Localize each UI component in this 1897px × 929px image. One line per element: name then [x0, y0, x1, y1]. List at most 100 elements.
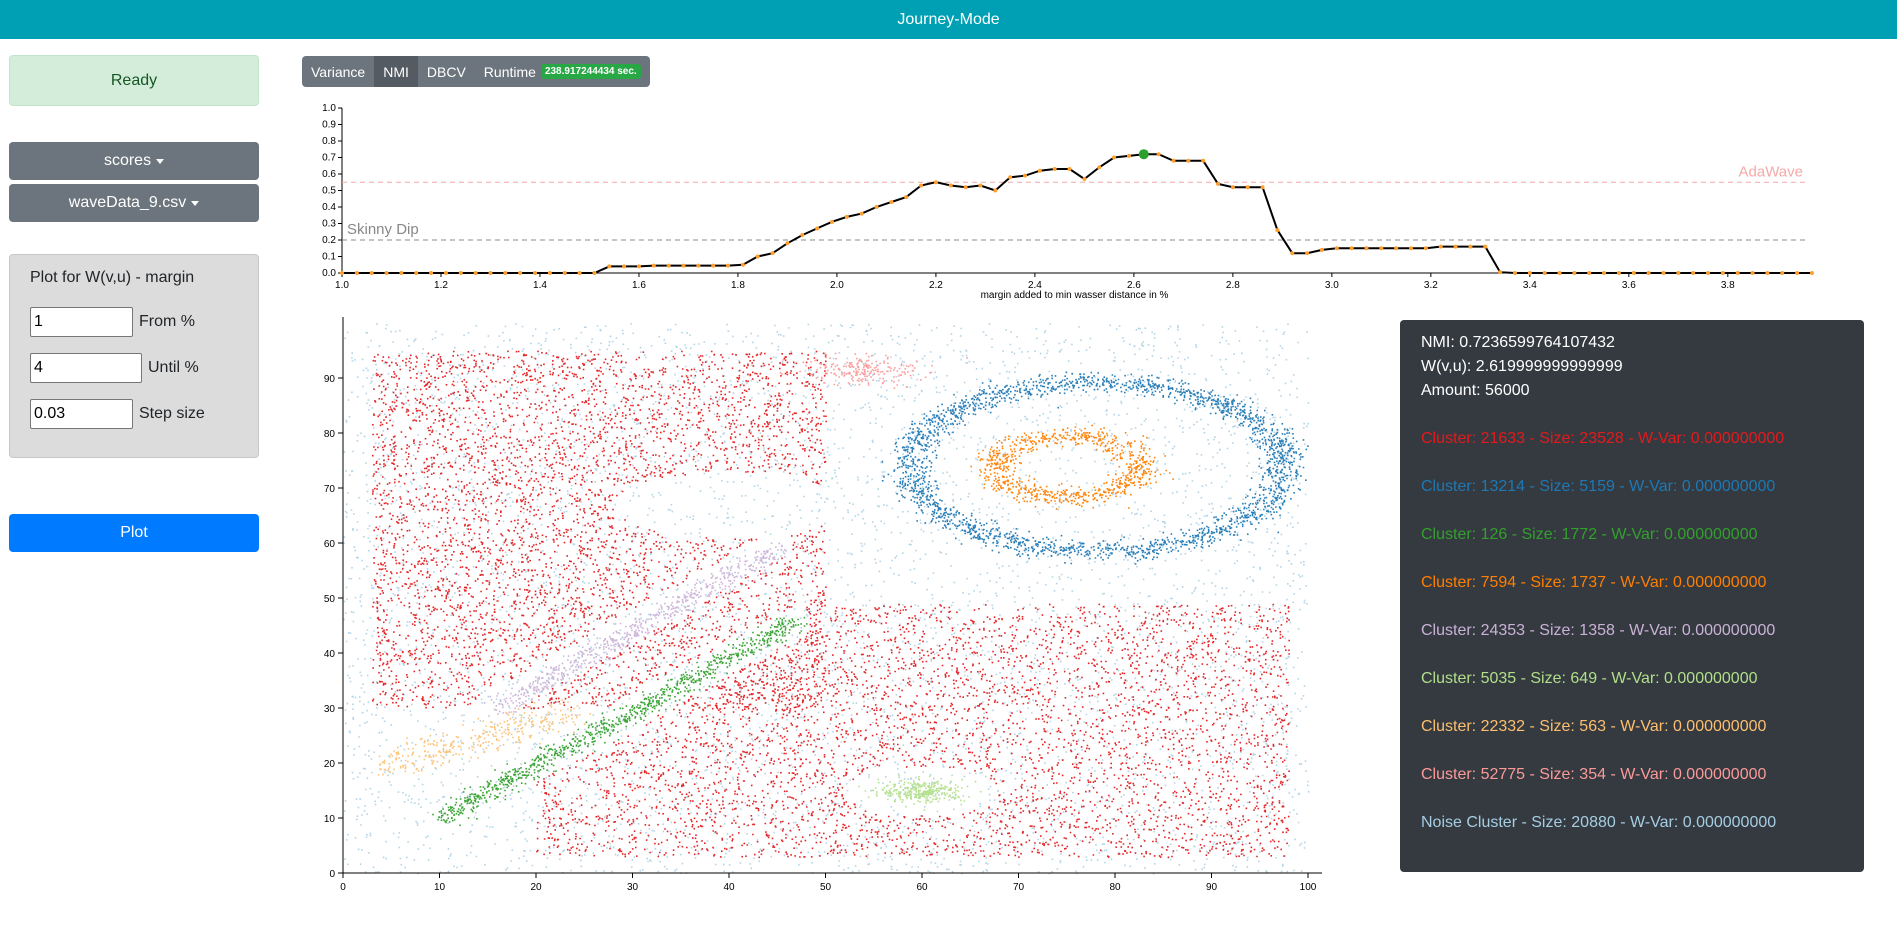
nmi-data-point: [800, 233, 805, 238]
tab-variance[interactable]: Variance: [302, 56, 374, 87]
tab-dbcv-label: DBCV: [426, 63, 466, 80]
x-tick-label: 50: [820, 882, 832, 893]
nmi-data-point: [963, 185, 968, 190]
scatter-points-cluster-7594: [970, 424, 1174, 510]
nmi-data-point: [1691, 271, 1696, 275]
metric-dropdown-label: scores: [103, 152, 152, 169]
x-tick-label: 2.0: [830, 280, 844, 291]
nmi-data-point: [1290, 251, 1295, 256]
dataset-dropdown-label: waveData_9.csv: [68, 194, 187, 211]
x-tick-label: 20: [530, 882, 542, 893]
nmi-data-point: [1795, 271, 1800, 275]
nmi-data-point: [1216, 181, 1221, 186]
nmi-data-point: [1305, 251, 1310, 256]
nmi-data-point: [770, 251, 775, 256]
cluster-info-line: Cluster: 24353 - Size: 1358 - W-Var: 0.0…: [1421, 622, 1776, 639]
y-tick-label: 0.5: [322, 186, 336, 197]
x-axis-label: margin added to min wasser distance in %: [981, 290, 1169, 301]
nmi-data-point: [369, 271, 374, 275]
nmi-data-point: [1201, 158, 1206, 163]
nmi-data-point: [622, 264, 627, 269]
dataset-dropdown[interactable]: waveData_9.csv: [9, 184, 259, 222]
status-text: Ready: [110, 71, 158, 89]
nmi-data-point: [1156, 152, 1161, 157]
y-tick-label: 0.3: [322, 219, 336, 230]
nmi-data-point: [354, 271, 359, 275]
x-tick-label: 3.6: [1622, 280, 1636, 291]
nmi-series-line: [342, 153, 1812, 274]
y-tick-label: 0.2: [322, 235, 336, 246]
nmi-data-point: [933, 180, 938, 185]
reference-line-label: Skinny Dip: [347, 221, 419, 238]
x-tick-label: 1.0: [335, 280, 349, 291]
runtime-badge: 238.917244434 sec.: [540, 64, 641, 79]
y-tick-label: 40: [324, 649, 336, 660]
x-tick-label: 3.2: [1424, 280, 1438, 291]
nmi-data-point: [1319, 247, 1324, 252]
y-tick-label: 0.0: [322, 268, 336, 279]
nmi-data-point: [1230, 185, 1235, 190]
nmi-data-point: [829, 219, 834, 224]
nmi-data-point: [904, 195, 909, 200]
nmi-data-point: [1409, 246, 1414, 251]
step-input[interactable]: [30, 399, 133, 429]
nmi-data-point: [948, 183, 953, 188]
caret-down-icon: [191, 200, 200, 206]
nmi-data-point: [1809, 271, 1814, 275]
x-tick-label: 70: [1013, 882, 1025, 893]
status-alert: Ready: [9, 55, 259, 106]
cluster-scatter-plot: 0 10 20 30 40 50 60 70 80 90 0 10 20 30 40 50 60 70 80 90 10…: [324, 317, 1322, 893]
nmi-data-point: [1438, 244, 1443, 249]
from-input[interactable]: [30, 307, 133, 337]
scatter-points-cluster-21633: [372, 350, 1290, 859]
tab-nmi-label: NMI: [383, 63, 409, 80]
nmi-data-point: [1602, 271, 1607, 275]
tab-runtime[interactable]: Runtime 238.917244434 sec.: [475, 56, 650, 87]
nmi-data-point: [889, 200, 894, 205]
cluster-info-line: Cluster: 5035 - Size: 649 - W-Var: 0.000…: [1421, 670, 1758, 687]
x-tick-label: 30: [627, 882, 639, 893]
nmi-data-point: [815, 226, 820, 231]
y-tick-label: 20: [324, 759, 336, 770]
wvu-value: W(v,u): 2.619999999999999: [1421, 358, 1623, 375]
nmi-data-point: [1468, 244, 1473, 249]
cluster-info-line: Cluster: 22332 - Size: 563 - W-Var: 0.00…: [1421, 718, 1767, 735]
plot-button[interactable]: Plot: [9, 514, 259, 552]
nmi-data-point: [1631, 271, 1636, 275]
nmi-data-point: [1453, 244, 1458, 249]
nmi-data-point: [443, 271, 448, 275]
y-tick-label: 0: [329, 869, 335, 880]
nmi-data-point: [1765, 271, 1770, 275]
tab-dbcv[interactable]: DBCV: [418, 56, 475, 87]
y-tick-label: 0.6: [322, 169, 336, 180]
nmi-data-point: [340, 271, 344, 275]
cluster-info-line: Noise Cluster - Size: 20880 - W-Var: 0.0…: [1421, 814, 1777, 831]
nmi-data-point: [1720, 271, 1725, 275]
metric-dropdown[interactable]: scores: [9, 142, 259, 180]
x-tick-label: 3.8: [1721, 280, 1735, 291]
nmi-data-point: [978, 183, 983, 188]
nmi-data-point: [1364, 246, 1369, 251]
until-input[interactable]: [30, 353, 142, 383]
x-tick-label: 80: [1109, 882, 1121, 893]
app-header: Journey-Mode: [0, 0, 1897, 39]
nmi-data-point: [1245, 185, 1250, 190]
nmi-data-point: [1008, 175, 1013, 180]
x-tick-label: 3.0: [1325, 280, 1339, 291]
y-tick-label: 10: [324, 814, 336, 825]
y-tick-label: 0.9: [322, 120, 336, 131]
x-tick-label: 1.6: [632, 280, 646, 291]
nmi-data-point: [666, 263, 671, 268]
nmi-data-point: [1171, 158, 1176, 163]
x-tick-label: 60: [916, 882, 928, 893]
nmi-data-point: [384, 271, 389, 275]
nmi-data-point: [488, 271, 493, 275]
nmi-data-point: [844, 214, 849, 219]
nmi-data-point: [1512, 271, 1517, 275]
nmi-data-point: [711, 263, 716, 268]
nmi-data-point: [1498, 270, 1503, 275]
nmi-data-point: [859, 211, 864, 216]
tab-runtime-label: Runtime: [483, 63, 536, 80]
nmi-data-point: [1676, 271, 1681, 275]
tab-nmi[interactable]: NMI: [374, 56, 418, 87]
